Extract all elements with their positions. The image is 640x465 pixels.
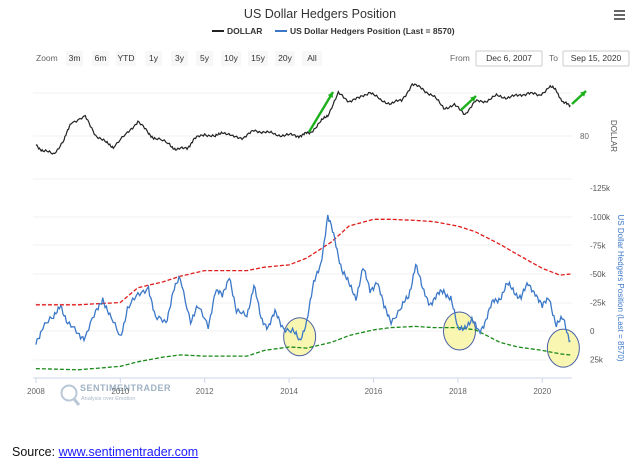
x-tick-label: 2018 xyxy=(449,387,467,396)
zoom-button-20y[interactable]: 20y xyxy=(275,51,295,66)
bottom-y-tick-label: 25k xyxy=(590,356,604,365)
zoom-button-label: 10y xyxy=(224,53,238,63)
bottom-y-tick-label: -50k xyxy=(590,270,607,279)
zoom-button-10y[interactable]: 10y xyxy=(221,51,241,66)
x-tick-label: 2010 xyxy=(111,387,129,396)
highlight-ellipses xyxy=(283,311,580,368)
top-y-tick-label: 80 xyxy=(580,132,589,141)
bottom-y-tick-label: 0 xyxy=(590,327,595,336)
legend: DOLLAR US Dollar Hedgers Position (Last … xyxy=(212,26,455,36)
to-label: To xyxy=(549,53,558,63)
hamburger-menu-icon[interactable] xyxy=(612,8,628,22)
zoom-button-label: 6m xyxy=(95,53,107,63)
series-dollar-line xyxy=(35,82,571,155)
x-tick-label: 2016 xyxy=(365,387,383,396)
watermark-brand: SENTIMENTRADER xyxy=(80,383,171,393)
zoom-button-all[interactable]: All xyxy=(302,51,322,66)
bottom-y-axis-ticks: -125k -100k -75k -50k -25k 0 25k xyxy=(590,184,611,365)
zoom-button-label: 3y xyxy=(175,53,185,63)
magnifier-logo-icon xyxy=(60,384,81,406)
zoom-button-15y[interactable]: 15y xyxy=(248,51,268,66)
zoom-button-1y[interactable]: 1y xyxy=(145,51,162,66)
bottom-y-tick-label: -100k xyxy=(590,213,611,222)
to-date-input[interactable]: Sep 15, 2020 xyxy=(562,50,630,67)
source-label: Source: xyxy=(12,445,56,459)
series-upper-band-line xyxy=(35,218,571,306)
trend-arrows xyxy=(307,90,587,133)
highlight-ellipse-2 xyxy=(442,311,476,351)
bottom-y-tick-label: -125k xyxy=(590,184,611,193)
zoom-button-3y[interactable]: 3y xyxy=(171,51,188,66)
zoom-label: Zoom xyxy=(36,53,58,63)
x-tick-label: 2020 xyxy=(533,387,551,396)
series-lower-band-line xyxy=(35,325,571,371)
zoom-button-label: 20y xyxy=(278,53,292,63)
x-axis-ticks: 2008 2010 2012 2014 2016 2018 2020 xyxy=(27,378,552,396)
zoom-button-ytd[interactable]: YTD xyxy=(116,51,136,66)
source-link[interactable]: www.sentimentrader.com xyxy=(58,445,199,459)
zoom-button-label: 5y xyxy=(200,53,210,63)
zoom-button-group: 3m 6m YTD 1y 3y 5y 10y 15y 20y All xyxy=(66,51,322,66)
highlight-ellipse-1 xyxy=(283,317,317,357)
series-layer xyxy=(35,82,571,371)
highlight-ellipse-3 xyxy=(546,328,580,368)
chart-svg: US Dollar Hedgers Position DOLLAR US Dol… xyxy=(27,7,630,406)
legend-item-dollar[interactable]: DOLLAR xyxy=(212,26,262,36)
bottom-y-tick-label: -25k xyxy=(590,299,607,308)
legend-label-hedgers: US Dollar Hedgers Position (Last = 8570) xyxy=(290,26,455,36)
zoom-button-3m[interactable]: 3m xyxy=(66,51,83,66)
watermark-tagline: Analysis over Emotion xyxy=(81,396,135,402)
series-hedgers-line xyxy=(35,214,571,345)
up-arrow-icon-3 xyxy=(571,90,587,105)
from-date-value: Dec 6, 2007 xyxy=(486,53,532,63)
bottom-y-tick-label: -75k xyxy=(590,242,607,251)
source-note: Source: www.sentimentrader.com xyxy=(12,445,198,459)
up-arrow-icon-1 xyxy=(307,91,335,133)
zoom-button-label: 15y xyxy=(251,53,265,63)
top-y-axis-title: DOLLAR xyxy=(609,120,618,152)
legend-item-hedgers[interactable]: US Dollar Hedgers Position (Last = 8570) xyxy=(275,26,455,36)
to-date-value: Sep 15, 2020 xyxy=(571,53,622,63)
x-tick-label: 2012 xyxy=(196,387,214,396)
zoom-button-label: YTD xyxy=(118,53,135,63)
x-tick-label: 2008 xyxy=(27,387,45,396)
bottom-y-axis-title: US Dollar Hedgers Position (Last = 8570) xyxy=(616,215,625,362)
zoom-button-label: 3m xyxy=(69,53,81,63)
zoom-button-label: 1y xyxy=(149,53,159,63)
from-date-input[interactable]: Dec 6, 2007 xyxy=(475,50,543,67)
zoom-button-5y[interactable]: 5y xyxy=(196,51,213,66)
legend-label-dollar: DOLLAR xyxy=(227,26,262,36)
zoom-button-6m[interactable]: 6m xyxy=(92,51,109,66)
watermark: SENTIMENTRADER Analysis over Emotion xyxy=(60,383,171,406)
top-y-axis-ticks: 80 xyxy=(580,132,589,141)
chart-title: US Dollar Hedgers Position xyxy=(244,7,396,21)
x-tick-label: 2014 xyxy=(280,387,298,396)
from-label: From xyxy=(450,53,470,63)
zoom-button-label: All xyxy=(307,53,317,63)
up-arrow-icon-2 xyxy=(460,95,477,111)
